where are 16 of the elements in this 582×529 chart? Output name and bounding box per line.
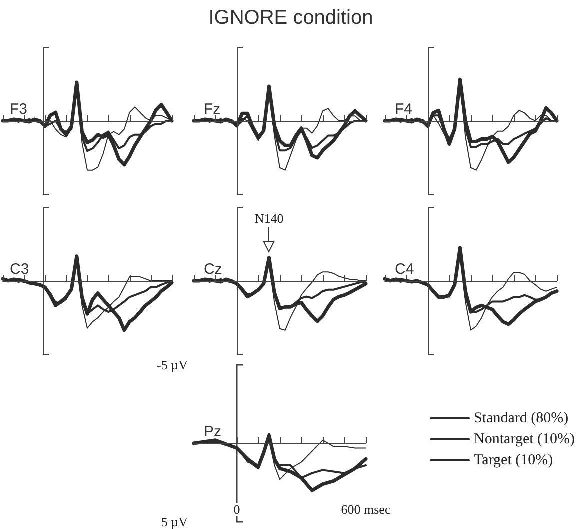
y-tick-label: 5 µV [161,514,189,529]
x-tick-label: 600 msec [341,502,391,517]
text: N140 [254,210,284,226]
legend-label: Nontarget (10%) [474,432,576,448]
chart-title: Cz [204,261,222,278]
text: Fz [204,101,221,118]
text: C4 [395,261,414,278]
text: Pz [204,424,222,440]
text: F4 [395,101,413,118]
text: F3 [10,101,28,118]
legend-label: Standard (80%) [474,410,569,426]
y-tick-label: -5 µV [157,358,189,372]
chart-title: C3 [10,261,30,278]
text: IGNORE condition [208,6,374,31]
x-tick-label: 0 [234,502,240,517]
legend-label: Target (10%) [474,452,554,468]
